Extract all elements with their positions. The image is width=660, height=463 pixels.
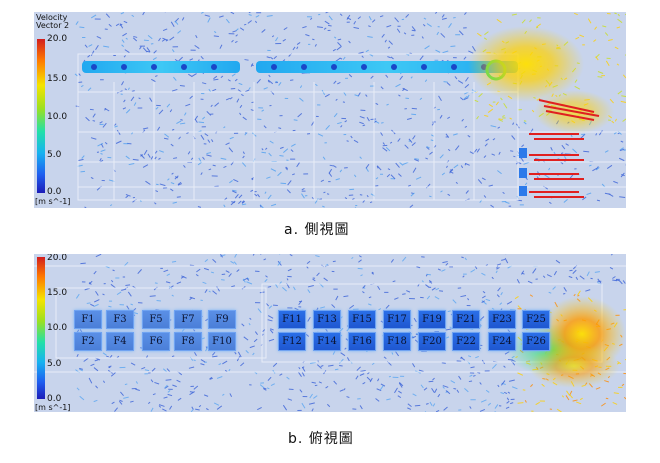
- fan-cell-f1: F1: [74, 310, 102, 329]
- fan-cell-f14: F14: [313, 332, 341, 351]
- fan-cell-f18: F18: [383, 332, 411, 351]
- legend-tick: 20.0: [47, 254, 68, 263]
- side-view-legend: Velocity Vector 2 20.0 15.0 10.0 5.0 0.0…: [34, 12, 74, 208]
- caption-side-view: a. 側視圖: [284, 222, 350, 238]
- legend-title-line1: Velocity: [36, 13, 68, 22]
- fan-cell-f20: F20: [418, 332, 446, 351]
- fan-cell-f24: F24: [488, 332, 516, 351]
- legend-color-bar: [37, 39, 45, 193]
- fan-cell-f5: F5: [142, 310, 170, 329]
- top-view-structure: [34, 265, 626, 373]
- fan-cell-f7: F7: [174, 310, 202, 329]
- legend-title-line2: Vector 2: [36, 21, 70, 30]
- top-view-legend: 20.0 15.0 10.0 5.0 0.0 [m s^-1]: [34, 254, 74, 412]
- fan-cell-f2: F2: [74, 332, 102, 351]
- fan-cell-f15: F15: [348, 310, 376, 329]
- legend-tick: 10.0: [47, 323, 68, 333]
- caption-top-view: b. 俯視圖: [288, 431, 354, 447]
- side-view-fan-jets: [82, 59, 518, 81]
- legend-color-bar: [37, 257, 45, 399]
- side-view-panel: Velocity Vector 2 20.0 15.0 10.0 5.0 0.0…: [34, 12, 626, 208]
- legend-tick: 5.0: [47, 150, 62, 160]
- fan-cell-f3: F3: [106, 310, 134, 329]
- fan-cell-f11: F11: [278, 310, 306, 329]
- fan-cell-f6: F6: [142, 332, 170, 351]
- legend-tick: 15.0: [47, 74, 68, 84]
- fan-cell-f19: F19: [418, 310, 446, 329]
- side-view-structure: [77, 53, 626, 201]
- fan-cell-f10: F10: [208, 332, 236, 351]
- fan-cell-f16: F16: [348, 332, 376, 351]
- fan-cell-f23: F23: [488, 310, 516, 329]
- fan-cell-f17: F17: [383, 310, 411, 329]
- legend-tick: 10.0: [47, 112, 68, 122]
- fan-cell-f8: F8: [174, 332, 202, 351]
- top-view-panel: 20.0 15.0 10.0 5.0 0.0 [m s^-1] F1 F3 F5 F7…: [34, 254, 626, 412]
- legend-unit: [m s^-1]: [35, 403, 71, 412]
- top-view-outlet-plume: [506, 296, 626, 388]
- fan-cell-f21: F21: [452, 310, 480, 329]
- side-view-plot: [74, 12, 626, 208]
- fan-cell-f12: F12: [278, 332, 306, 351]
- fan-cell-f25: F25: [522, 310, 550, 329]
- legend-tick: 15.0: [47, 288, 68, 298]
- side-view-outlet-plume: [468, 26, 614, 198]
- legend-unit: [m s^-1]: [35, 197, 71, 206]
- fan-cell-f4: F4: [106, 332, 134, 351]
- fan-cell-f26: F26: [522, 332, 550, 351]
- legend-tick: 5.0: [47, 359, 62, 369]
- fan-cell-f9: F9: [208, 310, 236, 329]
- legend-tick: 20.0: [47, 34, 68, 44]
- legend-tick: 0.0: [47, 394, 62, 404]
- fan-cell-f22: F22: [452, 332, 480, 351]
- legend-tick: 0.0: [47, 187, 62, 197]
- fan-cell-f13: F13: [313, 310, 341, 329]
